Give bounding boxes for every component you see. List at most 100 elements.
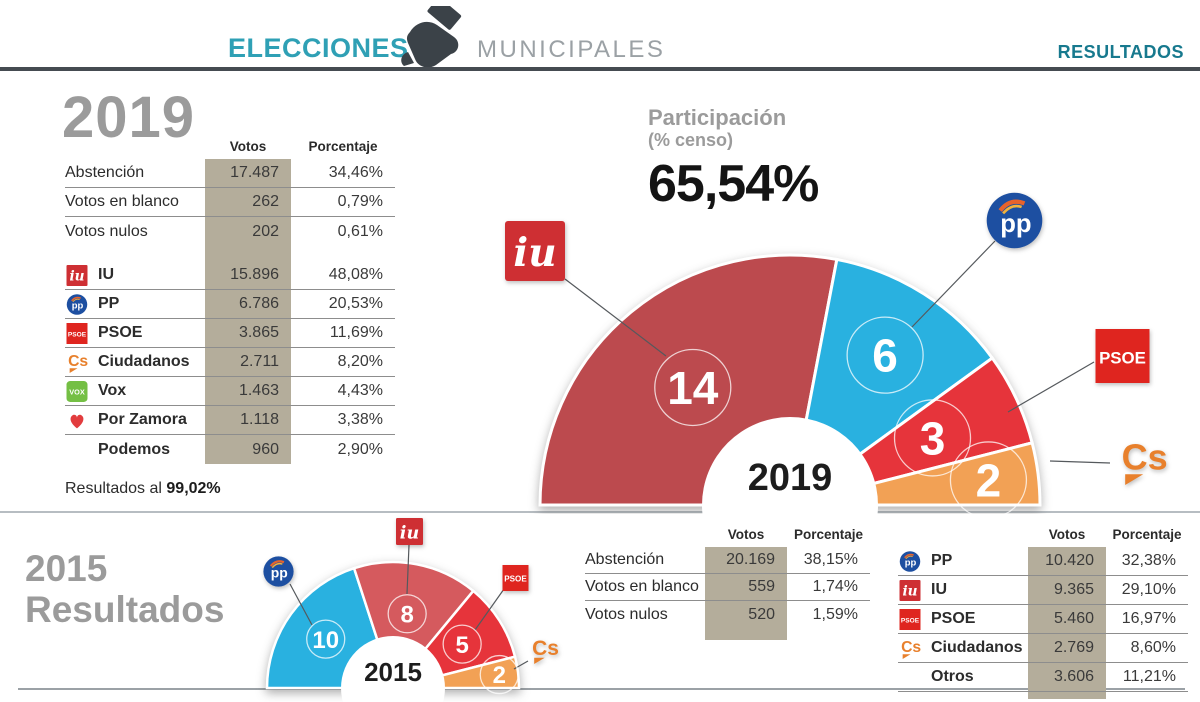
table-row: iu IU 15.896 48,08% xyxy=(65,261,395,290)
svg-text:5: 5 xyxy=(455,632,468,659)
row-label: Votos en blanco xyxy=(65,193,179,210)
votes-value: 960 xyxy=(252,440,279,458)
votes-column-highlight xyxy=(1028,547,1106,699)
party-name: Vox xyxy=(98,382,127,399)
votes-column-header: Votos xyxy=(727,526,765,542)
party-cell: Podemos xyxy=(65,439,205,460)
svg-text:2015: 2015 xyxy=(364,657,422,687)
psoe-logo: PSOE xyxy=(898,608,922,630)
header-title-municipales: MUNICIPALES xyxy=(477,36,666,63)
percentage-value: 29,10% xyxy=(1121,581,1176,598)
iu-logo: iu xyxy=(898,579,922,601)
votes-column-header: Votos xyxy=(229,138,267,154)
svg-text:iu: iu xyxy=(513,230,556,276)
cs-logo: Cs xyxy=(1111,437,1173,485)
party-cell: Cs Ciudadanos xyxy=(898,638,1028,659)
svg-text:PSOE: PSOE xyxy=(1099,348,1146,367)
percentage-column-header: Porcentaje xyxy=(793,526,864,542)
row-label: Abstención xyxy=(65,164,145,181)
percentage-value: 4,43% xyxy=(337,382,383,399)
party-name: Otros xyxy=(931,668,974,685)
footnote-value: 99,02% xyxy=(166,480,221,497)
votes-value: 9.365 xyxy=(1053,581,1094,598)
percentage-column-header: Porcentaje xyxy=(1112,526,1182,542)
table-row: pp PP 10.420 32,38% xyxy=(898,547,1188,576)
votes-value: 559 xyxy=(748,578,775,595)
svg-text:PSOE: PSOE xyxy=(504,575,527,584)
table-row: PSOE PSOE 3.865 11,69% xyxy=(65,319,395,348)
percentage-value: 2,90% xyxy=(337,440,383,458)
pp-logo: pp xyxy=(986,192,1043,249)
psoe-logo: PSOE xyxy=(1094,329,1151,383)
percentage-value: 1,59% xyxy=(812,605,858,623)
cs-logo: Cs xyxy=(527,636,561,664)
votes-value: 10.420 xyxy=(1045,552,1094,569)
votes-value: 15.896 xyxy=(230,266,279,283)
table-row: Votos en blanco 262 0,79% xyxy=(65,188,395,217)
no-logo xyxy=(898,667,922,688)
row-label: Votos nulos xyxy=(585,605,668,623)
votes-value: 2.711 xyxy=(240,353,279,370)
percentage-value: 32,38% xyxy=(1121,552,1176,569)
table-row: Cs Ciudadanos 2.769 8,60% xyxy=(898,634,1188,663)
votes-value: 6.786 xyxy=(238,295,279,312)
percentage-value: 0,61% xyxy=(337,222,383,240)
row-label: Votos nulos xyxy=(65,222,148,240)
votes-value: 17.487 xyxy=(230,164,279,181)
ballot-hand-icon xyxy=(388,0,474,68)
header-title-elecciones: ELECCIONES xyxy=(228,33,409,63)
percentage-value: 1,74% xyxy=(812,578,858,595)
svg-text:Cs: Cs xyxy=(901,639,921,656)
party-name: IU xyxy=(98,266,114,283)
svg-text:2: 2 xyxy=(493,662,506,689)
party-name: Por Zamora xyxy=(98,411,187,428)
party-cell: pp PP xyxy=(898,550,1028,572)
svg-text:pp: pp xyxy=(905,557,917,568)
psoe-logo: PSOE xyxy=(502,565,529,591)
svg-text:3: 3 xyxy=(920,412,946,464)
table-row: Cs Ciudadanos 2.711 8,20% xyxy=(65,348,395,377)
table-row: Otros 3.606 11,21% xyxy=(898,663,1188,692)
cs-logo: Cs xyxy=(65,352,89,373)
pp-logo: pp xyxy=(898,550,922,572)
percentage-value: 3,38% xyxy=(337,411,383,428)
table-row: PSOE PSOE 5.460 16,97% xyxy=(898,605,1188,634)
table-row: Votos nulos 520 1,59% xyxy=(585,601,870,628)
svg-text:6: 6 xyxy=(872,330,898,382)
svg-text:10: 10 xyxy=(312,627,339,654)
table-row: Votos en blanco 559 1,74% xyxy=(585,574,870,601)
seats-chart-2019: 2019 14 632 xyxy=(538,240,1111,514)
title-2015-year: 2015 xyxy=(25,548,108,589)
table-row: Votos nulos 202 0,61% xyxy=(65,217,395,246)
party-cell: PSOE PSOE xyxy=(898,608,1028,630)
party-cell: iu IU xyxy=(898,579,1028,601)
party-cell: pp PP xyxy=(65,293,205,315)
pp-logo: pp xyxy=(65,293,89,315)
svg-text:PSOE: PSOE xyxy=(901,617,920,624)
table-header: Votos Porcentaje xyxy=(585,521,870,547)
votes-value: 520 xyxy=(748,605,775,623)
iu-logo: iu xyxy=(396,518,423,545)
svg-text:PSOE: PSOE xyxy=(68,331,87,338)
votes-column-highlight xyxy=(705,547,787,640)
table-row: pp PP 6.786 20,53% xyxy=(65,290,395,319)
no-logo xyxy=(65,439,89,460)
svg-text:2019: 2019 xyxy=(748,457,833,499)
votes-value: 1.118 xyxy=(240,411,279,428)
svg-text:Cs: Cs xyxy=(68,353,88,370)
votes-value: 1.463 xyxy=(238,382,279,399)
party-name: IU xyxy=(931,581,947,598)
svg-text:pp: pp xyxy=(72,300,84,311)
table-row: Podemos 960 2,90% xyxy=(65,435,395,464)
heart-logo xyxy=(65,410,89,431)
party-name: PSOE xyxy=(98,324,143,341)
percentage-column-header: Porcentaje xyxy=(308,138,378,154)
party-name: Ciudadanos xyxy=(931,639,1023,656)
svg-text:iu: iu xyxy=(69,268,84,284)
percentage-value: 16,97% xyxy=(1121,610,1176,627)
percentage-value: 48,08% xyxy=(328,266,383,283)
svg-text:iu: iu xyxy=(902,583,917,599)
participation-sublabel: (% censo) xyxy=(648,130,734,150)
svg-text:VOX: VOX xyxy=(69,387,85,396)
